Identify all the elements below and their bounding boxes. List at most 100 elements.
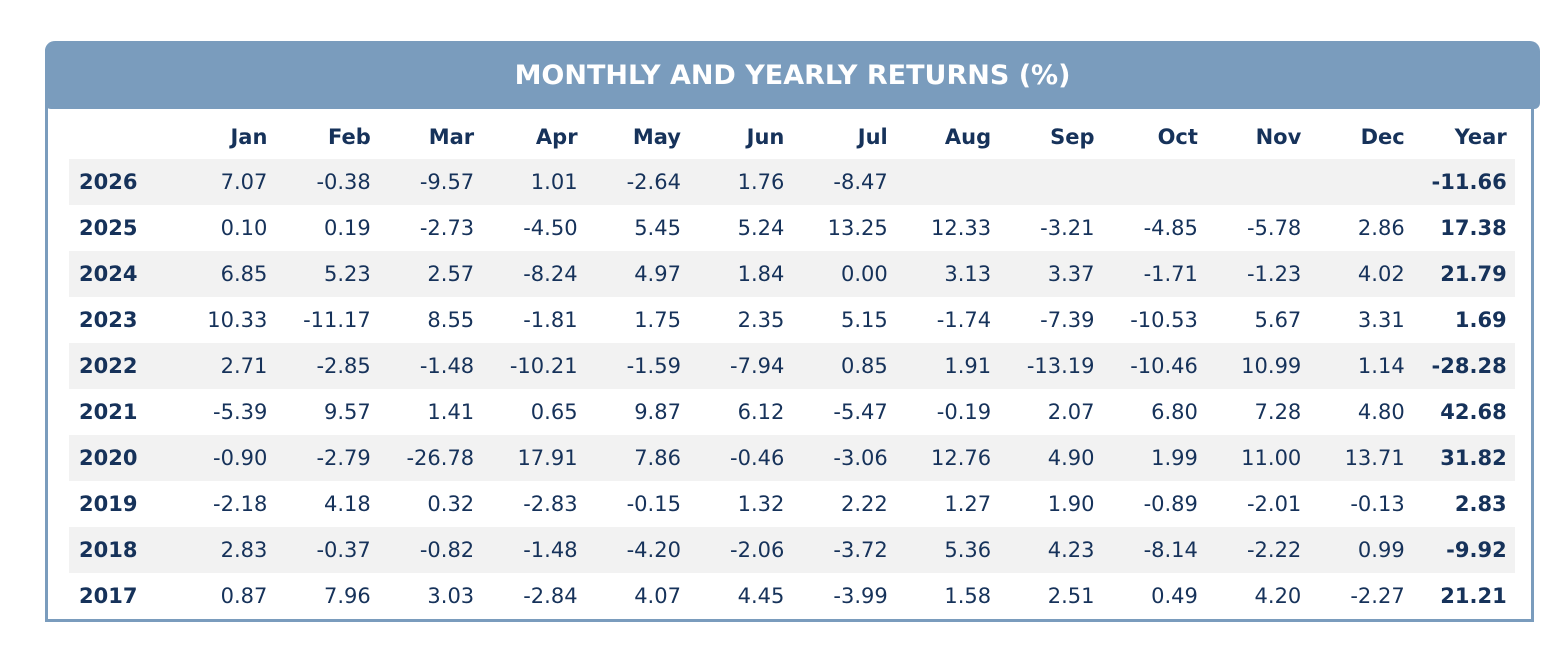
monthly-return-cell: -5.78 bbox=[1246, 216, 1302, 240]
table-row: 2026 7.07 -0.38 -9.57 1.01 -2.64 1.76 -8.47 -11.… bbox=[69, 159, 1515, 205]
row-year-label: 2020 bbox=[79, 446, 138, 470]
monthly-return-cell: -26.78 bbox=[406, 446, 475, 470]
yearly-return-cell: -28.28 bbox=[1431, 354, 1507, 378]
row-year-label: 2019 bbox=[79, 492, 138, 516]
monthly-return-cell: 0.00 bbox=[840, 262, 888, 286]
row-year-label: 2021 bbox=[79, 400, 138, 424]
monthly-return-cell: 5.24 bbox=[737, 216, 785, 240]
monthly-return-cell: 9.57 bbox=[324, 400, 371, 424]
monthly-return-cell: 9.87 bbox=[634, 400, 681, 424]
monthly-return-cell: 10.33 bbox=[207, 308, 268, 332]
monthly-return-cell: -8.47 bbox=[833, 170, 888, 194]
monthly-return-cell: -2.85 bbox=[316, 354, 371, 378]
monthly-return-cell: -2.64 bbox=[626, 170, 681, 194]
monthly-return-cell: 1.14 bbox=[1357, 354, 1405, 378]
monthly-return-cell: -1.48 bbox=[523, 538, 578, 562]
monthly-return-cell: 1.90 bbox=[1047, 492, 1095, 516]
table-row: 2025 0.10 0.19 -2.73 -4.50 5.45 5.24 13.25 12.33… bbox=[69, 205, 1515, 251]
monthly-return-cell: -0.13 bbox=[1350, 492, 1405, 516]
monthly-return-cell: -9.57 bbox=[419, 170, 475, 194]
monthly-return-cell: -4.20 bbox=[626, 538, 681, 562]
monthly-return-cell: -0.89 bbox=[1143, 492, 1198, 516]
returns-panel-header: MONTHLY AND YEARLY RETURNS (%) bbox=[45, 41, 1540, 109]
monthly-return-cell: -13.19 bbox=[1026, 354, 1095, 378]
column-header-may: May bbox=[632, 125, 681, 149]
monthly-return-cell: -1.74 bbox=[936, 308, 992, 332]
monthly-return-cell: 10.99 bbox=[1241, 354, 1302, 378]
returns-panel: MONTHLY AND YEARLY RETURNS (%) Jan Feb Mar… bbox=[45, 41, 1540, 622]
monthly-return-cell: -7.94 bbox=[730, 354, 785, 378]
column-header-jun: Jun bbox=[746, 125, 785, 149]
monthly-return-cell: 2.07 bbox=[1047, 400, 1095, 424]
row-year-label: 2026 bbox=[79, 170, 138, 194]
column-header-jul: Jul bbox=[857, 125, 888, 149]
monthly-return-cell: -2.22 bbox=[1246, 538, 1302, 562]
monthly-return-cell: 3.37 bbox=[1047, 262, 1095, 286]
column-header-mar: Mar bbox=[428, 125, 475, 149]
yearly-return-cell: 31.82 bbox=[1440, 446, 1507, 470]
monthly-return-cell: -2.18 bbox=[213, 492, 268, 516]
monthly-return-cell: -0.19 bbox=[936, 400, 992, 424]
yearly-return-cell: 1.69 bbox=[1454, 308, 1507, 332]
monthly-return-cell: 4.97 bbox=[634, 262, 681, 286]
monthly-return-cell: 1.32 bbox=[737, 492, 785, 516]
monthly-return-cell: 0.49 bbox=[1151, 584, 1198, 608]
monthly-return-cell: 13.71 bbox=[1344, 446, 1405, 470]
monthly-return-cell: 0.85 bbox=[840, 354, 888, 378]
monthly-return-cell: 0.32 bbox=[427, 492, 475, 516]
table-row: 2021 -5.39 9.57 1.41 0.65 9.87 6.12 -5.47 -0.19 2… bbox=[69, 389, 1515, 435]
monthly-return-cell: -2.01 bbox=[1246, 492, 1302, 516]
monthly-return-cell: 8.55 bbox=[427, 308, 475, 332]
column-header-nov: Nov bbox=[1255, 125, 1302, 149]
monthly-return-cell: 0.65 bbox=[530, 400, 578, 424]
monthly-return-cell: 3.31 bbox=[1357, 308, 1405, 332]
monthly-return-cell: -0.37 bbox=[316, 538, 371, 562]
yearly-return-cell: 17.38 bbox=[1440, 216, 1507, 240]
monthly-return-cell: -1.71 bbox=[1143, 262, 1198, 286]
table-row: 2017 0.87 7.96 3.03 -2.84 4.07 4.45 -3.99 1.58 2.… bbox=[69, 573, 1515, 619]
monthly-return-cell: 2.57 bbox=[427, 262, 475, 286]
monthly-return-cell: 2.51 bbox=[1047, 584, 1095, 608]
monthly-return-cell bbox=[1103, 159, 1206, 205]
monthly-return-cell: 2.22 bbox=[840, 492, 888, 516]
monthly-return-cell: -2.83 bbox=[523, 492, 578, 516]
monthly-return-cell: -2.79 bbox=[316, 446, 371, 470]
monthly-return-cell: -10.46 bbox=[1130, 354, 1198, 378]
monthly-return-cell: 12.76 bbox=[931, 446, 992, 470]
monthly-return-cell bbox=[999, 159, 1102, 205]
monthly-return-cell: 5.45 bbox=[634, 216, 681, 240]
monthly-return-cell: 4.02 bbox=[1357, 262, 1405, 286]
monthly-return-cell: -7.39 bbox=[1040, 308, 1095, 332]
monthly-return-cell: -3.72 bbox=[833, 538, 888, 562]
monthly-return-cell: 4.07 bbox=[634, 584, 681, 608]
monthly-return-cell: 1.58 bbox=[944, 584, 992, 608]
monthly-return-cell: -10.53 bbox=[1130, 308, 1198, 332]
monthly-return-cell: 1.91 bbox=[944, 354, 992, 378]
monthly-return-cell: 1.27 bbox=[944, 492, 992, 516]
monthly-return-cell: -0.15 bbox=[626, 492, 681, 516]
table-row: 2023 10.33 -11.17 8.55 -1.81 1.75 2.35 5.15 -1.7… bbox=[69, 297, 1515, 343]
monthly-return-cell: -5.39 bbox=[213, 400, 268, 424]
monthly-return-cell: 5.36 bbox=[944, 538, 992, 562]
monthly-return-cell: -1.81 bbox=[523, 308, 578, 332]
monthly-return-cell: -0.82 bbox=[419, 538, 475, 562]
monthly-return-cell: 4.45 bbox=[737, 584, 785, 608]
table-body: 2026 7.07 -0.38 -9.57 1.01 -2.64 1.76 -8.47 -11.… bbox=[69, 159, 1515, 619]
monthly-return-cell: 12.33 bbox=[931, 216, 992, 240]
monthly-return-cell: -2.06 bbox=[730, 538, 785, 562]
monthly-return-cell: 7.86 bbox=[634, 446, 681, 470]
monthly-return-cell: 2.35 bbox=[737, 308, 785, 332]
monthly-return-cell: 13.25 bbox=[827, 216, 888, 240]
table-row: 2022 2.71 -2.85 -1.48 -10.21 -1.59 -7.94 0.85 1.… bbox=[69, 343, 1515, 389]
monthly-return-cell: -2.84 bbox=[523, 584, 578, 608]
monthly-return-cell: -3.06 bbox=[833, 446, 888, 470]
monthly-return-cell bbox=[1206, 159, 1309, 205]
monthly-return-cell: 3.13 bbox=[944, 262, 992, 286]
row-year-label: 2023 bbox=[79, 308, 138, 332]
monthly-return-cell bbox=[1309, 159, 1412, 205]
monthly-return-cell: 1.84 bbox=[737, 262, 785, 286]
monthly-return-cell: -8.14 bbox=[1143, 538, 1198, 562]
monthly-return-cell: 7.96 bbox=[324, 584, 371, 608]
monthly-return-cell: 4.20 bbox=[1254, 584, 1302, 608]
column-header-oct: Oct bbox=[1157, 125, 1198, 149]
